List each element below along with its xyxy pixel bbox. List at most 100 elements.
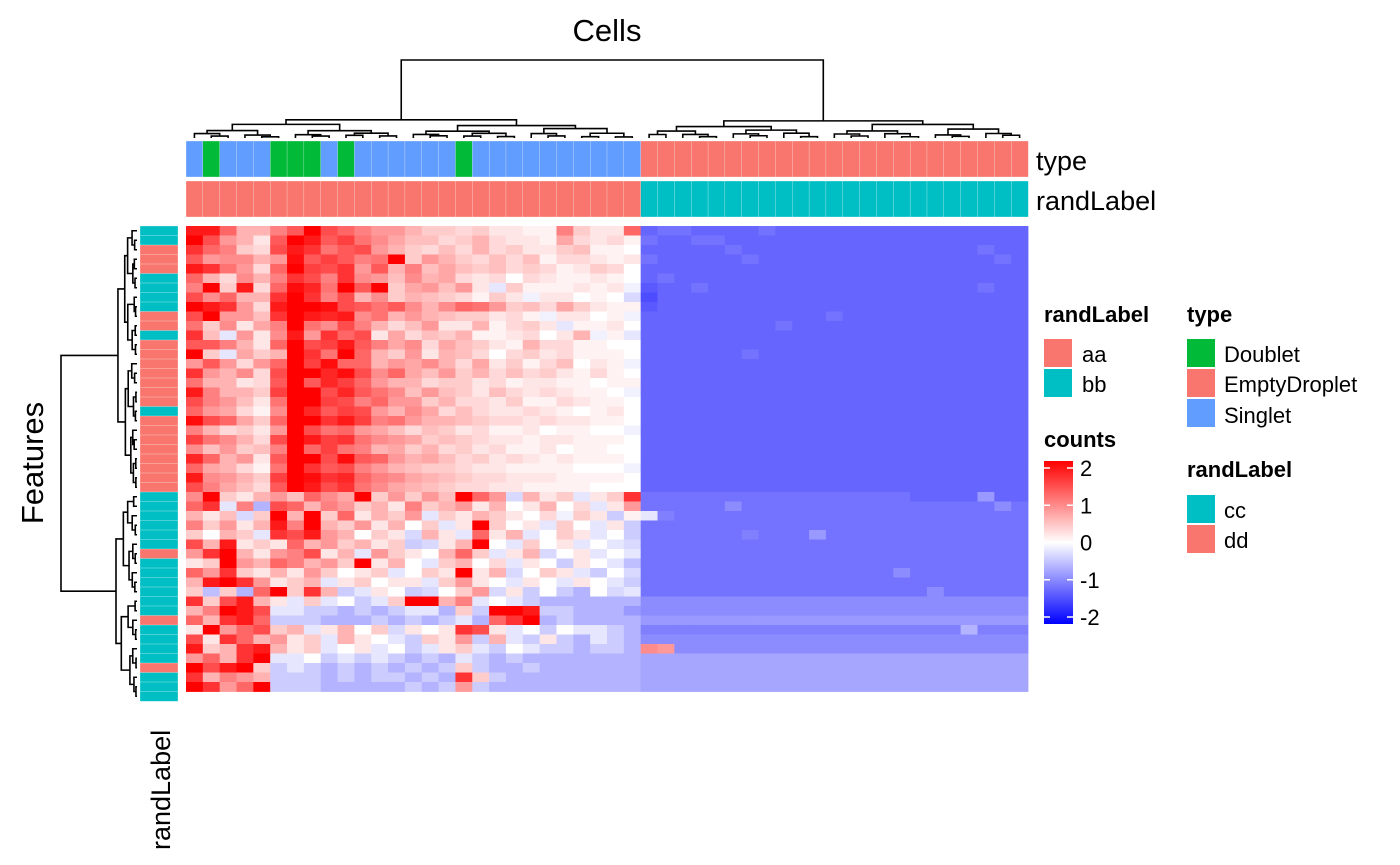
heatmap-cell xyxy=(186,454,204,464)
heatmap-cell xyxy=(792,444,810,455)
heatmap-cell xyxy=(674,435,692,445)
heatmap-cell xyxy=(758,254,776,265)
heatmap-cell xyxy=(657,672,675,683)
heatmap-cell xyxy=(556,302,574,312)
heatmap-cell xyxy=(859,235,877,246)
heatmap-cell xyxy=(792,644,810,654)
heatmap-cell xyxy=(960,283,978,293)
dendrogram-branch xyxy=(260,136,280,138)
heatmap-cell xyxy=(977,454,995,464)
heatmap-cell xyxy=(792,606,810,616)
dendrogram-branch xyxy=(134,410,137,422)
heatmap-cell xyxy=(320,378,338,388)
heatmap-cell xyxy=(303,634,322,645)
heatmap-cell xyxy=(455,663,473,673)
heatmap-cell xyxy=(960,425,978,436)
heatmap-cell xyxy=(186,672,204,683)
dendrogram-branch xyxy=(656,130,697,135)
heatmap-cell xyxy=(724,473,743,483)
heatmap-cell xyxy=(354,235,372,246)
heatmap-cell xyxy=(186,463,204,474)
heatmap-cell xyxy=(994,292,1012,303)
heatmap-cell xyxy=(489,482,507,493)
heatmap-cell xyxy=(219,587,237,597)
heatmap-cell xyxy=(320,682,338,692)
heatmap-cell xyxy=(943,283,962,293)
heatmap-cell xyxy=(758,520,776,531)
heatmap-cell xyxy=(758,226,776,236)
heatmap-cell xyxy=(977,435,995,445)
heatmap-cell xyxy=(489,235,507,246)
heatmap-cell xyxy=(438,644,456,654)
heatmap-cell xyxy=(809,492,827,502)
heatmap-cell xyxy=(202,577,221,588)
heatmap-cell xyxy=(607,397,625,407)
heatmap-cell xyxy=(674,596,692,607)
heatmap-cell xyxy=(287,292,305,303)
heatmap-cell xyxy=(876,292,894,303)
heatmap-cell xyxy=(438,416,456,426)
heatmap-cell xyxy=(371,587,389,597)
heatmap-cell xyxy=(421,606,439,616)
heatmap-cell xyxy=(489,311,507,322)
heatmap-cell xyxy=(489,226,507,236)
heatmap-cell xyxy=(640,330,658,341)
heatmap-cell xyxy=(590,577,608,588)
heatmap-cell xyxy=(337,625,355,635)
heatmap-cell xyxy=(573,682,591,692)
heatmap-cell xyxy=(758,406,776,417)
heatmap-cell xyxy=(404,340,423,350)
heatmap-cell xyxy=(472,672,490,683)
heatmap-cell xyxy=(758,454,776,464)
heatmap-cell xyxy=(977,492,995,502)
heatmap-cell xyxy=(674,511,692,521)
heatmap-cell xyxy=(724,340,743,350)
heatmap-cell xyxy=(876,653,894,664)
dendrogram-branch xyxy=(210,135,229,138)
heatmap-cell xyxy=(623,368,642,379)
heatmap-cell xyxy=(590,425,608,436)
heatmap-cell xyxy=(708,349,726,360)
heatmap-cell xyxy=(825,682,844,692)
column-annotation-cell xyxy=(640,140,659,178)
heatmap-cell xyxy=(926,321,945,331)
heatmap-cell xyxy=(724,587,743,597)
heatmap-cell xyxy=(438,273,456,284)
heatmap-cell xyxy=(522,302,541,312)
heatmap-cell xyxy=(960,672,978,683)
heatmap-cell xyxy=(354,682,372,692)
heatmap-cell xyxy=(910,511,928,521)
heatmap-cell xyxy=(640,425,658,436)
heatmap-cell xyxy=(522,634,541,645)
heatmap-cell xyxy=(960,492,978,502)
heatmap-cell xyxy=(994,235,1012,246)
heatmap-cell xyxy=(388,568,406,578)
heatmap-cell xyxy=(825,425,844,436)
heatmap-cell xyxy=(1011,644,1029,654)
heatmap-cell xyxy=(977,577,995,588)
heatmap-cell xyxy=(724,264,743,274)
row-annotation-cell xyxy=(139,672,179,683)
heatmap-cell xyxy=(438,511,456,521)
heatmap-cell xyxy=(303,368,322,379)
heatmap-cell xyxy=(270,235,288,246)
heatmap-cell xyxy=(691,330,709,341)
heatmap-cell xyxy=(236,245,254,255)
heatmap-cell xyxy=(505,311,524,322)
heatmap-cell xyxy=(640,501,658,512)
heatmap-cell xyxy=(539,397,557,407)
heatmap-cell xyxy=(960,321,978,331)
heatmap-cell xyxy=(371,482,389,493)
heatmap-cell xyxy=(640,273,658,284)
heatmap-cell xyxy=(1011,235,1029,246)
heatmap-cell xyxy=(539,425,557,436)
heatmap-cell xyxy=(522,501,541,512)
heatmap-cell xyxy=(809,615,827,626)
heatmap-cell xyxy=(522,359,541,369)
heatmap-cell xyxy=(388,463,406,474)
row-annotation-cell xyxy=(139,586,179,598)
heatmap-cell xyxy=(455,596,473,607)
dendrogram-branch xyxy=(126,303,135,341)
heatmap-cell xyxy=(977,482,995,493)
heatmap-cell xyxy=(556,672,574,683)
